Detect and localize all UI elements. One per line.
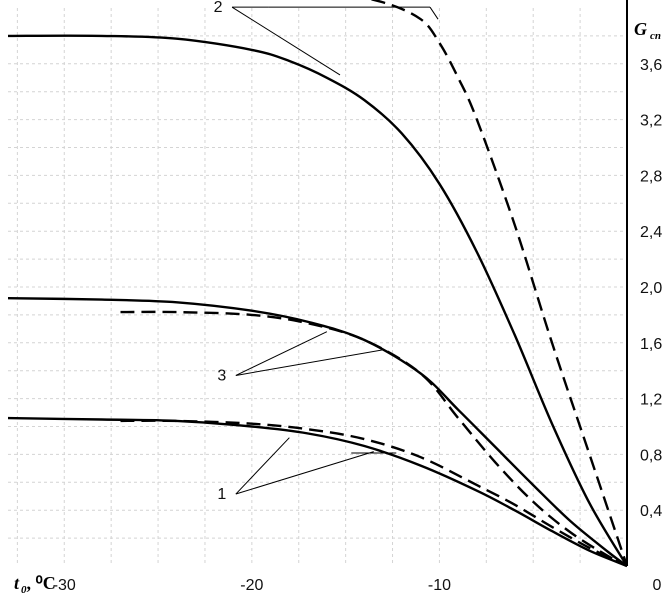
leader-line	[235, 437, 290, 495]
leader-line	[235, 349, 384, 376]
curve-label-2: 2	[214, 0, 223, 16]
x-tick-label: 0	[653, 577, 662, 594]
y-tick-labels: 0,4 0,8 1,2 1,6 2,0 2,4 2,8 3,2 3,6	[640, 57, 662, 520]
y-tick-label: 3,6	[640, 57, 662, 74]
curve-3-dashed	[120, 310, 628, 568]
x-tick-labels: -30 -20 -10 0	[53, 577, 662, 594]
curve-1-solid	[7, 416, 628, 568]
y-tick-label: 0,4	[640, 503, 662, 520]
x-tick-label: -30	[53, 577, 76, 594]
curves	[7, 0, 629, 568]
y-tick-label: 1,2	[640, 392, 662, 409]
curve-1-dashed	[120, 419, 628, 568]
leader-line	[231, 6, 341, 76]
y-tick-label: 2,4	[640, 224, 662, 241]
leader-line	[235, 451, 374, 495]
leader-line	[235, 331, 328, 376]
annotation-leaders	[231, 6, 439, 495]
curve-label-3: 3	[217, 367, 226, 384]
curve-2-solid	[7, 34, 629, 567]
x-axis-title: t 0, ⁰C	[14, 573, 56, 596]
curve-2-dashed	[369, 0, 629, 567]
curve-label-1: 1	[217, 486, 226, 503]
curve-labels: 2 3 1	[214, 0, 227, 503]
y-tick-label: 2,0	[640, 280, 662, 297]
y-tick-label: 2,8	[640, 168, 662, 185]
y-tick-label: 1,6	[640, 336, 662, 353]
y-tick-label: 0,8	[640, 447, 662, 464]
x-tick-label: -20	[240, 577, 263, 594]
leader-line	[429, 6, 439, 20]
x-tick-label: -10	[428, 577, 451, 594]
curve-3-solid	[7, 297, 628, 567]
y-tick-label: 3,2	[640, 113, 662, 130]
